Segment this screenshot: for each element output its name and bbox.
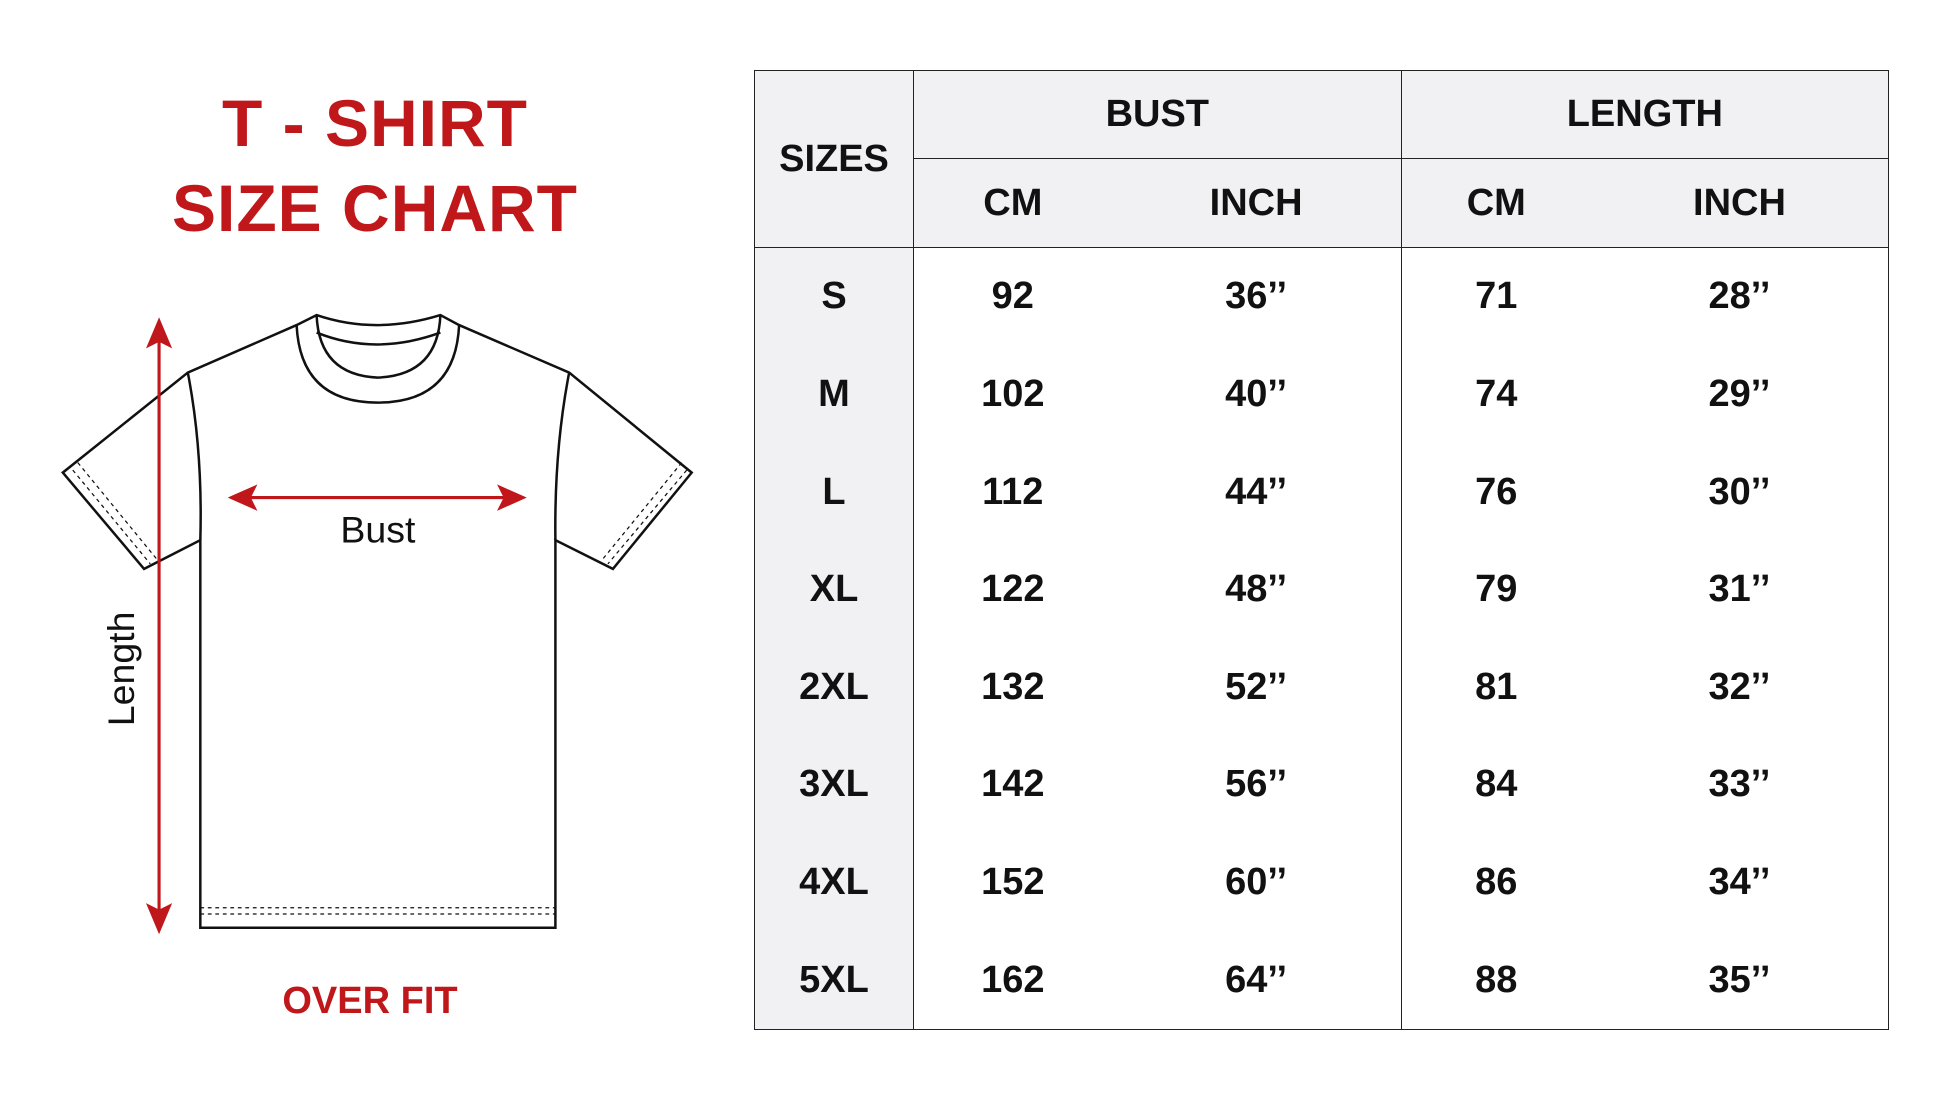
length-inch-cell: 28’’ (1708, 275, 1771, 318)
bust-cm-cell: 132 (912, 638, 1112, 737)
length-cm-cell: 74 (1400, 345, 1591, 444)
length-cm-cell: 79 (1400, 540, 1591, 639)
length-inch-cell: 29’’ (1708, 372, 1771, 415)
size-cell: S (754, 247, 914, 346)
bust-inch-cell: 48’’ (1225, 568, 1288, 611)
bust-inch-cell: 60’’ (1225, 860, 1288, 903)
bust-label: Bust (340, 509, 416, 551)
table-row: 4XL 152 60’’ 86 34’’ (754, 833, 1889, 932)
bust-cm-cell: 122 (912, 540, 1112, 639)
length-cm-cell: 86 (1400, 833, 1591, 932)
bust-inch-cell: 52’’ (1225, 665, 1288, 708)
length-cm-cell: 76 (1400, 443, 1591, 541)
length-inch-cell: 30’’ (1708, 470, 1771, 513)
size-cell: 4XL (754, 833, 914, 932)
table-row: 3XL 142 56’’ 84 33’’ (754, 736, 1889, 834)
bust-inch-header: INCH (1111, 158, 1402, 248)
tshirt-outline (61, 313, 694, 929)
table-row: L 112 44’’ 76 30’’ (754, 443, 1889, 541)
bust-arrow (227, 484, 527, 511)
length-arrow (145, 317, 173, 935)
length-inch-cell: 34’’ (1708, 860, 1771, 903)
title-line-2: SIZE CHART (172, 171, 578, 245)
length-cm-cell: 81 (1400, 638, 1591, 737)
size-table: SIZES BUST LENGTH CM INCH CM INCH S 92 36’… (754, 70, 1889, 1030)
size-cell: M (754, 345, 914, 444)
bust-inch-cell: 36’’ (1225, 275, 1288, 318)
size-cell: 5XL (754, 931, 914, 1030)
table-row: 2XL 132 52’’ 81 32’’ (754, 638, 1889, 737)
table-row: 5XL 162 64’’ 88 35’’ (754, 931, 1889, 1030)
length-inch-header: INCH (1590, 158, 1889, 248)
size-cell: 3XL (754, 736, 914, 834)
bust-cm-cell: 92 (912, 247, 1112, 346)
bust-cm-cell: 152 (912, 833, 1112, 932)
table-row: S 92 36’’ 71 28’’ (754, 247, 1889, 346)
table-row: M 102 40’’ 74 29’’ (754, 345, 1889, 444)
length-label: Length (100, 612, 142, 727)
length-header: LENGTH (1400, 70, 1889, 159)
bust-cm-cell: 112 (912, 443, 1112, 541)
size-cell: 2XL (754, 638, 914, 737)
length-inch-cell: 32’’ (1708, 665, 1771, 708)
bust-inch-cell: 64’’ (1225, 958, 1288, 1001)
length-cm-cell: 71 (1400, 247, 1591, 346)
fit-label: OVER FIT (282, 980, 458, 1022)
bust-cm-cell: 162 (912, 931, 1112, 1030)
bust-cm-cell: 142 (912, 736, 1112, 834)
size-cell: XL (754, 540, 914, 639)
length-cm-cell: 88 (1400, 931, 1591, 1030)
length-inch-cell: 35’’ (1708, 958, 1771, 1001)
length-inch-cell: 31’’ (1708, 568, 1771, 611)
bust-header: BUST (913, 70, 1402, 159)
length-cm-header: CM (1400, 158, 1591, 248)
size-cell: L (754, 443, 914, 541)
length-inch-cell: 33’’ (1708, 763, 1771, 806)
sizes-header: SIZES (754, 70, 914, 248)
bust-inch-cell: 44’’ (1225, 470, 1288, 513)
bust-inch-cell: 40’’ (1225, 372, 1288, 415)
title-line-1: T - SHIRT (222, 86, 528, 160)
length-cm-cell: 84 (1400, 736, 1591, 834)
table-row: XL 122 48’’ 79 31’’ (754, 540, 1889, 639)
bust-inch-cell: 56’’ (1225, 763, 1288, 806)
bust-cm-header: CM (912, 158, 1112, 248)
bust-cm-cell: 102 (912, 345, 1112, 444)
